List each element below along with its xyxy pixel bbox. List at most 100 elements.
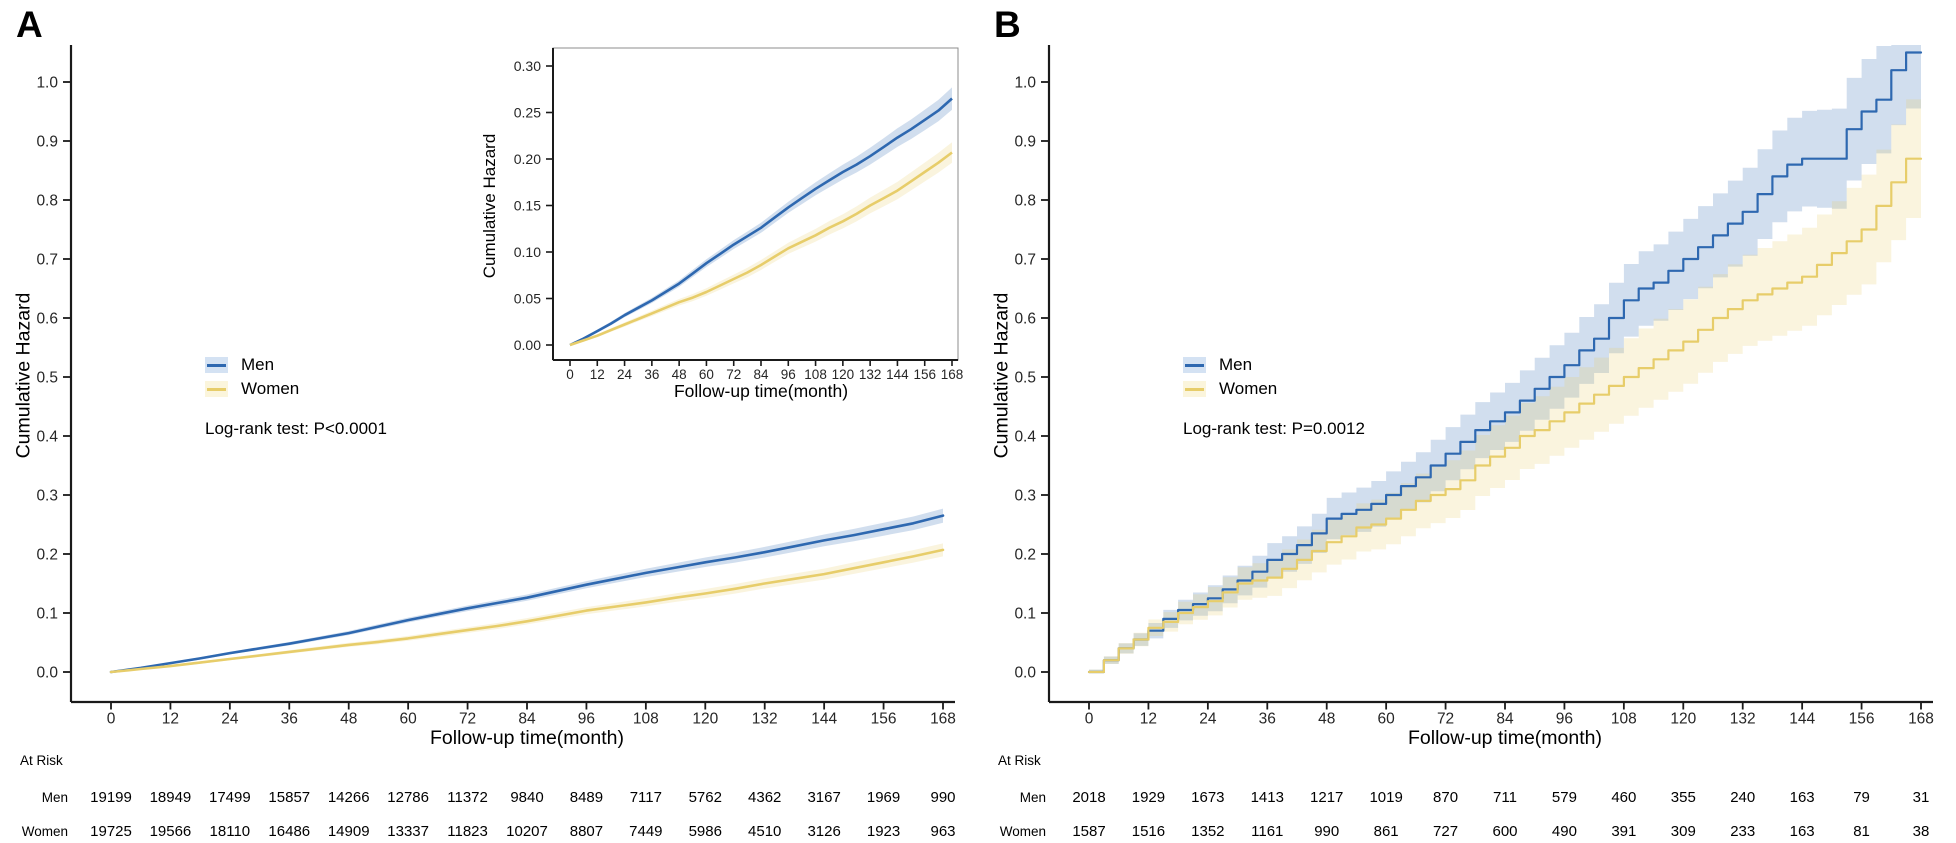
x-tick-label: 132 (859, 367, 882, 382)
at-risk-value: 727 (1433, 823, 1458, 840)
at-risk-value: 17499 (209, 789, 251, 806)
panel-b-at-risk-title: At Risk (998, 753, 1041, 768)
x-tick-label: 48 (672, 367, 687, 382)
at-risk-value: 870 (1433, 789, 1458, 806)
at-risk-value: 7117 (630, 789, 662, 806)
y-tick-label: 0.30 (514, 58, 541, 74)
at-risk-value: 391 (1611, 823, 1636, 840)
y-tick-label: 0.6 (1014, 311, 1036, 328)
x-tick-label: 108 (633, 711, 659, 728)
confidence-band-men (1089, 45, 1921, 672)
y-tick-label: 0.8 (1014, 193, 1036, 210)
y-tick-label: 0.9 (36, 134, 58, 151)
x-tick-label: 144 (1789, 711, 1815, 728)
at-risk-value: 81 (1853, 823, 1870, 840)
at-risk-value: 19725 (90, 823, 132, 840)
y-tick-label: 0.8 (36, 193, 58, 210)
men-legend-swatch-icon (1183, 357, 1206, 373)
x-tick-label: 60 (1378, 711, 1396, 728)
at-risk-value: 1217 (1310, 789, 1343, 806)
curves (1087, 45, 1923, 674)
y-tick-label: 0.0 (1014, 665, 1036, 682)
at-risk-value: 1019 (1369, 789, 1402, 806)
x-tick-label: 96 (578, 711, 595, 728)
at-risk-value: 16486 (268, 823, 310, 840)
y-tick-label: 0.25 (514, 105, 541, 121)
x-tick-label: 24 (617, 367, 633, 382)
curves (109, 508, 945, 674)
at-risk-value: 579 (1552, 789, 1577, 806)
x-tick-label: 108 (1611, 711, 1637, 728)
y-tick-label: 0.9 (1014, 134, 1036, 151)
at-risk-value: 355 (1671, 789, 1696, 806)
men-legend-label: Men (1219, 355, 1253, 374)
at-risk-value: 240 (1730, 789, 1755, 806)
inset-y-axis-title: Cumulative Hazard (480, 133, 499, 279)
at-risk-value: 79 (1853, 789, 1870, 806)
x-tick-label: 168 (941, 367, 964, 382)
y-tick-label: 1.0 (1014, 75, 1036, 92)
x-tick-label: 12 (590, 367, 605, 382)
y-tick-label: 1.0 (36, 75, 58, 92)
at-risk-value: 10207 (506, 823, 548, 840)
at-risk-value: 18949 (150, 789, 192, 806)
panel-a-x-axis-title: Follow-up time(month) (430, 727, 624, 749)
panel-b-at-risk-row-label-men: Men (1019, 790, 1046, 805)
x-tick-label: 36 (281, 711, 298, 728)
y-tick-label: 0.4 (36, 429, 58, 446)
x-tick-label: 156 (1849, 711, 1875, 728)
x-tick-label: 12 (1140, 711, 1157, 728)
women-legend-swatch-icon (205, 381, 228, 397)
at-risk-value: 3167 (807, 789, 840, 806)
at-risk-value: 14909 (328, 823, 370, 840)
hazard-curve-women (109, 548, 945, 674)
at-risk-value: 19566 (150, 823, 192, 840)
at-risk-value: 4362 (748, 789, 781, 806)
x-tick-label: 156 (871, 711, 897, 728)
x-tick-label: 0 (1085, 711, 1094, 728)
x-tick-label: 0 (566, 367, 574, 382)
at-risk-value: 12786 (387, 789, 429, 806)
x-tick-label: 48 (340, 711, 357, 728)
x-tick-label: 120 (832, 367, 855, 382)
y-tick-label: 0.00 (514, 337, 541, 353)
at-risk-value: 15857 (268, 789, 310, 806)
y-tick-label: 0.3 (36, 488, 58, 505)
at-risk-value: 19199 (90, 789, 132, 806)
x-tick-label: 144 (886, 367, 909, 382)
panel-b-legend: Men Women (1183, 355, 1277, 398)
at-risk-value: 31 (1913, 789, 1930, 806)
y-tick-label: 0.0 (36, 665, 58, 682)
at-risk-value: 990 (1314, 823, 1339, 840)
x-tick-label: 36 (644, 367, 659, 382)
panel-a-plot: 0.0 0.1 0.2 0.3 0.4 0.5 0.6 0.7 0.8 0.9 1.0 0 12 24 36… (36, 45, 956, 840)
x-tick-label: 144 (811, 711, 837, 728)
at-risk-value: 38 (1913, 823, 1930, 840)
at-risk-value: 14266 (328, 789, 370, 806)
curves (569, 87, 953, 347)
legend-item-women: Women (1183, 379, 1277, 398)
panel-a-label: A (16, 4, 43, 45)
y-tick-label: 0.05 (514, 291, 541, 307)
at-risk-value: 1969 (867, 789, 900, 806)
at-risk-value: 1923 (867, 823, 900, 840)
at-risk-value: 1673 (1191, 789, 1224, 806)
at-risk-value: 1587 (1072, 823, 1105, 840)
panel-b-y-axis-title: Cumulative Hazard (990, 292, 1013, 459)
x-tick-label: 84 (1496, 711, 1514, 728)
x-tick-label: 0 (107, 711, 116, 728)
x-tick-label: 156 (913, 367, 936, 382)
y-tick-label: 0.3 (1014, 488, 1036, 505)
women-legend-swatch-icon (1183, 381, 1206, 397)
at-risk-value: 1929 (1132, 789, 1165, 806)
x-tick-label: 96 (1556, 711, 1573, 728)
at-risk-value: 1161 (1251, 823, 1283, 840)
at-risk-value: 5762 (689, 789, 722, 806)
x-tick-label: 168 (1908, 711, 1934, 728)
confidence-band-men (570, 87, 952, 346)
at-risk-value: 711 (1493, 789, 1517, 806)
y-tick-label: 0.20 (514, 151, 541, 167)
x-tick-label: 96 (781, 367, 796, 382)
y-tick-label: 0.7 (1014, 252, 1036, 269)
